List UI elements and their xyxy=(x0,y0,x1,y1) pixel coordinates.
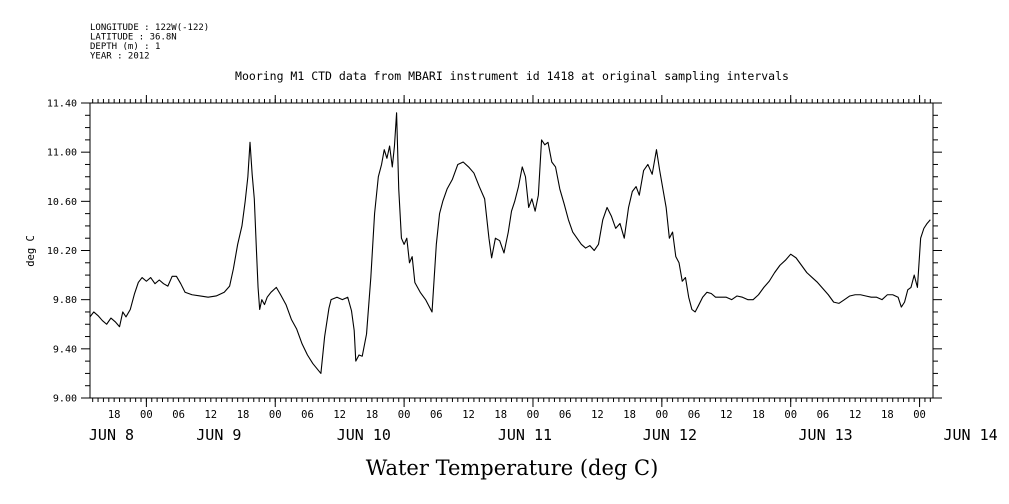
y-tick-label: 9.00 xyxy=(53,394,77,405)
meta-line: YEAR : 2012 xyxy=(90,52,150,62)
x-day-label: JUN 10 xyxy=(337,426,391,444)
tick-marks xyxy=(81,95,942,407)
y-axis-label: deg C xyxy=(25,235,37,267)
x-hour-label: 12 xyxy=(333,409,346,421)
x-hour-label: 00 xyxy=(784,409,797,421)
y-tick-label: 10.20 xyxy=(47,246,77,257)
x-hour-label: 18 xyxy=(623,409,636,421)
y-tick-labels: 9.00 9.40 9.80 10.20 10.60 11.00 11.40 xyxy=(47,99,77,405)
y-tick-label: 9.80 xyxy=(53,295,77,306)
x-hour-label: 12 xyxy=(720,409,733,421)
chart-title: Mooring M1 CTD data from MBARI instrumen… xyxy=(235,69,789,83)
x-hour-label: 18 xyxy=(494,409,507,421)
metadata-block: LONGITUDE : 122W(-122)LATITUDE : 36.8NDE… xyxy=(90,23,209,62)
y-tick-label: 10.60 xyxy=(47,197,77,208)
x-hour-label: 18 xyxy=(237,409,250,421)
x-hour-label: 00 xyxy=(269,409,282,421)
y-tick-label: 11.00 xyxy=(47,148,77,159)
x-hour-label: 12 xyxy=(849,409,862,421)
x-hour-label: 00 xyxy=(140,409,153,421)
x-hour-labels: 18 00 06 12 18 00 06 12 18 00 06 12 18 00 06 12 18 00 06 12… xyxy=(108,409,926,421)
x-hour-label: 06 xyxy=(688,409,701,421)
x-hour-label: 00 xyxy=(527,409,540,421)
x-day-label: JUN 13 xyxy=(799,426,853,444)
x-hour-label: 06 xyxy=(301,409,314,421)
x-hour-label: 18 xyxy=(108,409,121,421)
x-day-label: JUN 14 xyxy=(943,426,997,444)
series-group xyxy=(89,112,931,374)
x-hour-label: 00 xyxy=(913,409,926,421)
x-day-labels: JUN 8 JUN 9 JUN 10 JUN 11 JUN 12 JUN 13 JUN 14… xyxy=(89,426,998,444)
x-hour-label: 12 xyxy=(462,409,475,421)
x-hour-label: 12 xyxy=(204,409,217,421)
x-hour-label: 00 xyxy=(656,409,669,421)
x-hour-label: 18 xyxy=(752,409,765,421)
x-axis-label: Water Temperature (deg C) xyxy=(366,456,659,480)
x-hour-label: 00 xyxy=(398,409,411,421)
y-tick-label: 9.40 xyxy=(53,344,77,355)
y-tick-label: 11.40 xyxy=(47,99,77,110)
meta-line: LONGITUDE : 122W(-122) xyxy=(90,23,209,33)
x-hour-label: 06 xyxy=(172,409,185,421)
series-line xyxy=(89,112,931,374)
x-day-label: JUN 8 xyxy=(89,426,134,444)
plot-frame xyxy=(89,102,934,399)
x-day-label: JUN 9 xyxy=(196,426,241,444)
x-hour-label: 06 xyxy=(817,409,830,421)
meta-line: LATITUDE : 36.8N xyxy=(90,33,177,43)
x-hour-label: 18 xyxy=(881,409,894,421)
x-hour-label: 12 xyxy=(591,409,604,421)
x-hour-label: 18 xyxy=(366,409,379,421)
x-day-label: JUN 12 xyxy=(643,426,697,444)
x-day-label: JUN 11 xyxy=(498,426,552,444)
meta-line: DEPTH (m) : 1 xyxy=(90,42,160,52)
x-hour-label: 06 xyxy=(559,409,572,421)
x-hour-label: 06 xyxy=(430,409,443,421)
